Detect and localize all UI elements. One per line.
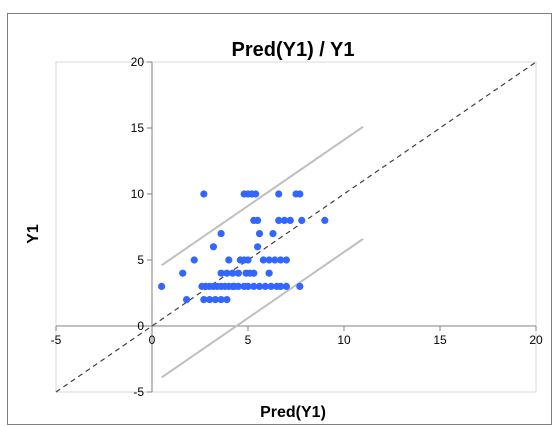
data-point bbox=[217, 230, 225, 238]
data-point bbox=[321, 216, 329, 224]
data-point bbox=[254, 243, 262, 251]
data-point bbox=[223, 269, 231, 277]
data-point bbox=[296, 190, 304, 198]
data-point bbox=[282, 282, 290, 290]
data-point bbox=[223, 296, 231, 304]
y-tick-label: 10 bbox=[131, 187, 145, 201]
data-point bbox=[265, 269, 273, 277]
data-point bbox=[250, 269, 258, 277]
data-point bbox=[244, 256, 252, 264]
data-point bbox=[179, 269, 187, 277]
reference-lines bbox=[55, 61, 537, 393]
data-point bbox=[211, 296, 219, 304]
y-tick-label: 0 bbox=[137, 319, 144, 333]
data-point bbox=[182, 296, 191, 304]
data-point bbox=[259, 256, 267, 264]
data-points bbox=[158, 190, 329, 304]
data-point bbox=[234, 269, 242, 277]
reference-line bbox=[55, 61, 537, 393]
data-point bbox=[229, 269, 237, 277]
x-tick-label: 10 bbox=[337, 333, 351, 347]
scatter-chart: Pred(Y1) / Y1 -5 0 5 10 15 20 -5 0 5 10 15 20 Pred(… bbox=[25, 39, 543, 421]
x-tick-label: -5 bbox=[51, 333, 62, 347]
data-point bbox=[286, 216, 294, 224]
data-point bbox=[217, 296, 225, 304]
data-point bbox=[269, 230, 277, 238]
data-point bbox=[230, 282, 239, 290]
data-point bbox=[298, 216, 306, 224]
data-point bbox=[254, 216, 262, 224]
data-point bbox=[209, 243, 218, 251]
x-tick-label: 5 bbox=[245, 333, 252, 347]
chart-title: Pred(Y1) / Y1 bbox=[231, 39, 354, 61]
data-point bbox=[200, 190, 208, 198]
y-axis-label: Y1 bbox=[25, 224, 42, 244]
data-point bbox=[217, 269, 225, 277]
plot-border bbox=[55, 61, 537, 393]
y-tick-label: -5 bbox=[133, 385, 144, 399]
data-point bbox=[271, 256, 279, 264]
data-point bbox=[275, 190, 283, 198]
data-point bbox=[200, 296, 208, 304]
data-point bbox=[252, 190, 260, 198]
data-point bbox=[296, 282, 304, 290]
data-point bbox=[250, 282, 258, 290]
x-tick-label: 0 bbox=[149, 333, 156, 347]
data-point bbox=[261, 282, 269, 290]
y-tick-label: 20 bbox=[131, 55, 145, 69]
data-point bbox=[206, 296, 214, 304]
data-point bbox=[265, 256, 273, 264]
confidence-band-lower bbox=[161, 238, 364, 379]
confidence-band-upper bbox=[161, 125, 364, 267]
y-tick-label: 15 bbox=[131, 121, 145, 135]
chart-area: Pred(Y1) / Y1 -5 0 5 10 15 20 -5 0 5 10 15 20 Pred(… bbox=[7, 13, 552, 425]
x-tick-label: 20 bbox=[529, 333, 543, 347]
data-point bbox=[190, 256, 198, 264]
axes: -5 0 5 10 15 20 -5 0 5 10 15 20 bbox=[51, 55, 543, 399]
x-axis-label: Pred(Y1) bbox=[260, 404, 326, 421]
data-point bbox=[244, 282, 252, 290]
y-tick-label: 5 bbox=[137, 253, 144, 267]
data-point bbox=[225, 256, 233, 264]
data-point bbox=[282, 256, 290, 264]
data-point bbox=[277, 282, 285, 290]
data-point bbox=[280, 216, 289, 224]
data-point bbox=[267, 282, 275, 290]
data-point bbox=[158, 282, 166, 290]
x-tick-label: 15 bbox=[433, 333, 447, 347]
data-point bbox=[275, 216, 283, 224]
data-point bbox=[277, 256, 285, 264]
data-point bbox=[255, 282, 264, 290]
data-point bbox=[255, 230, 264, 238]
